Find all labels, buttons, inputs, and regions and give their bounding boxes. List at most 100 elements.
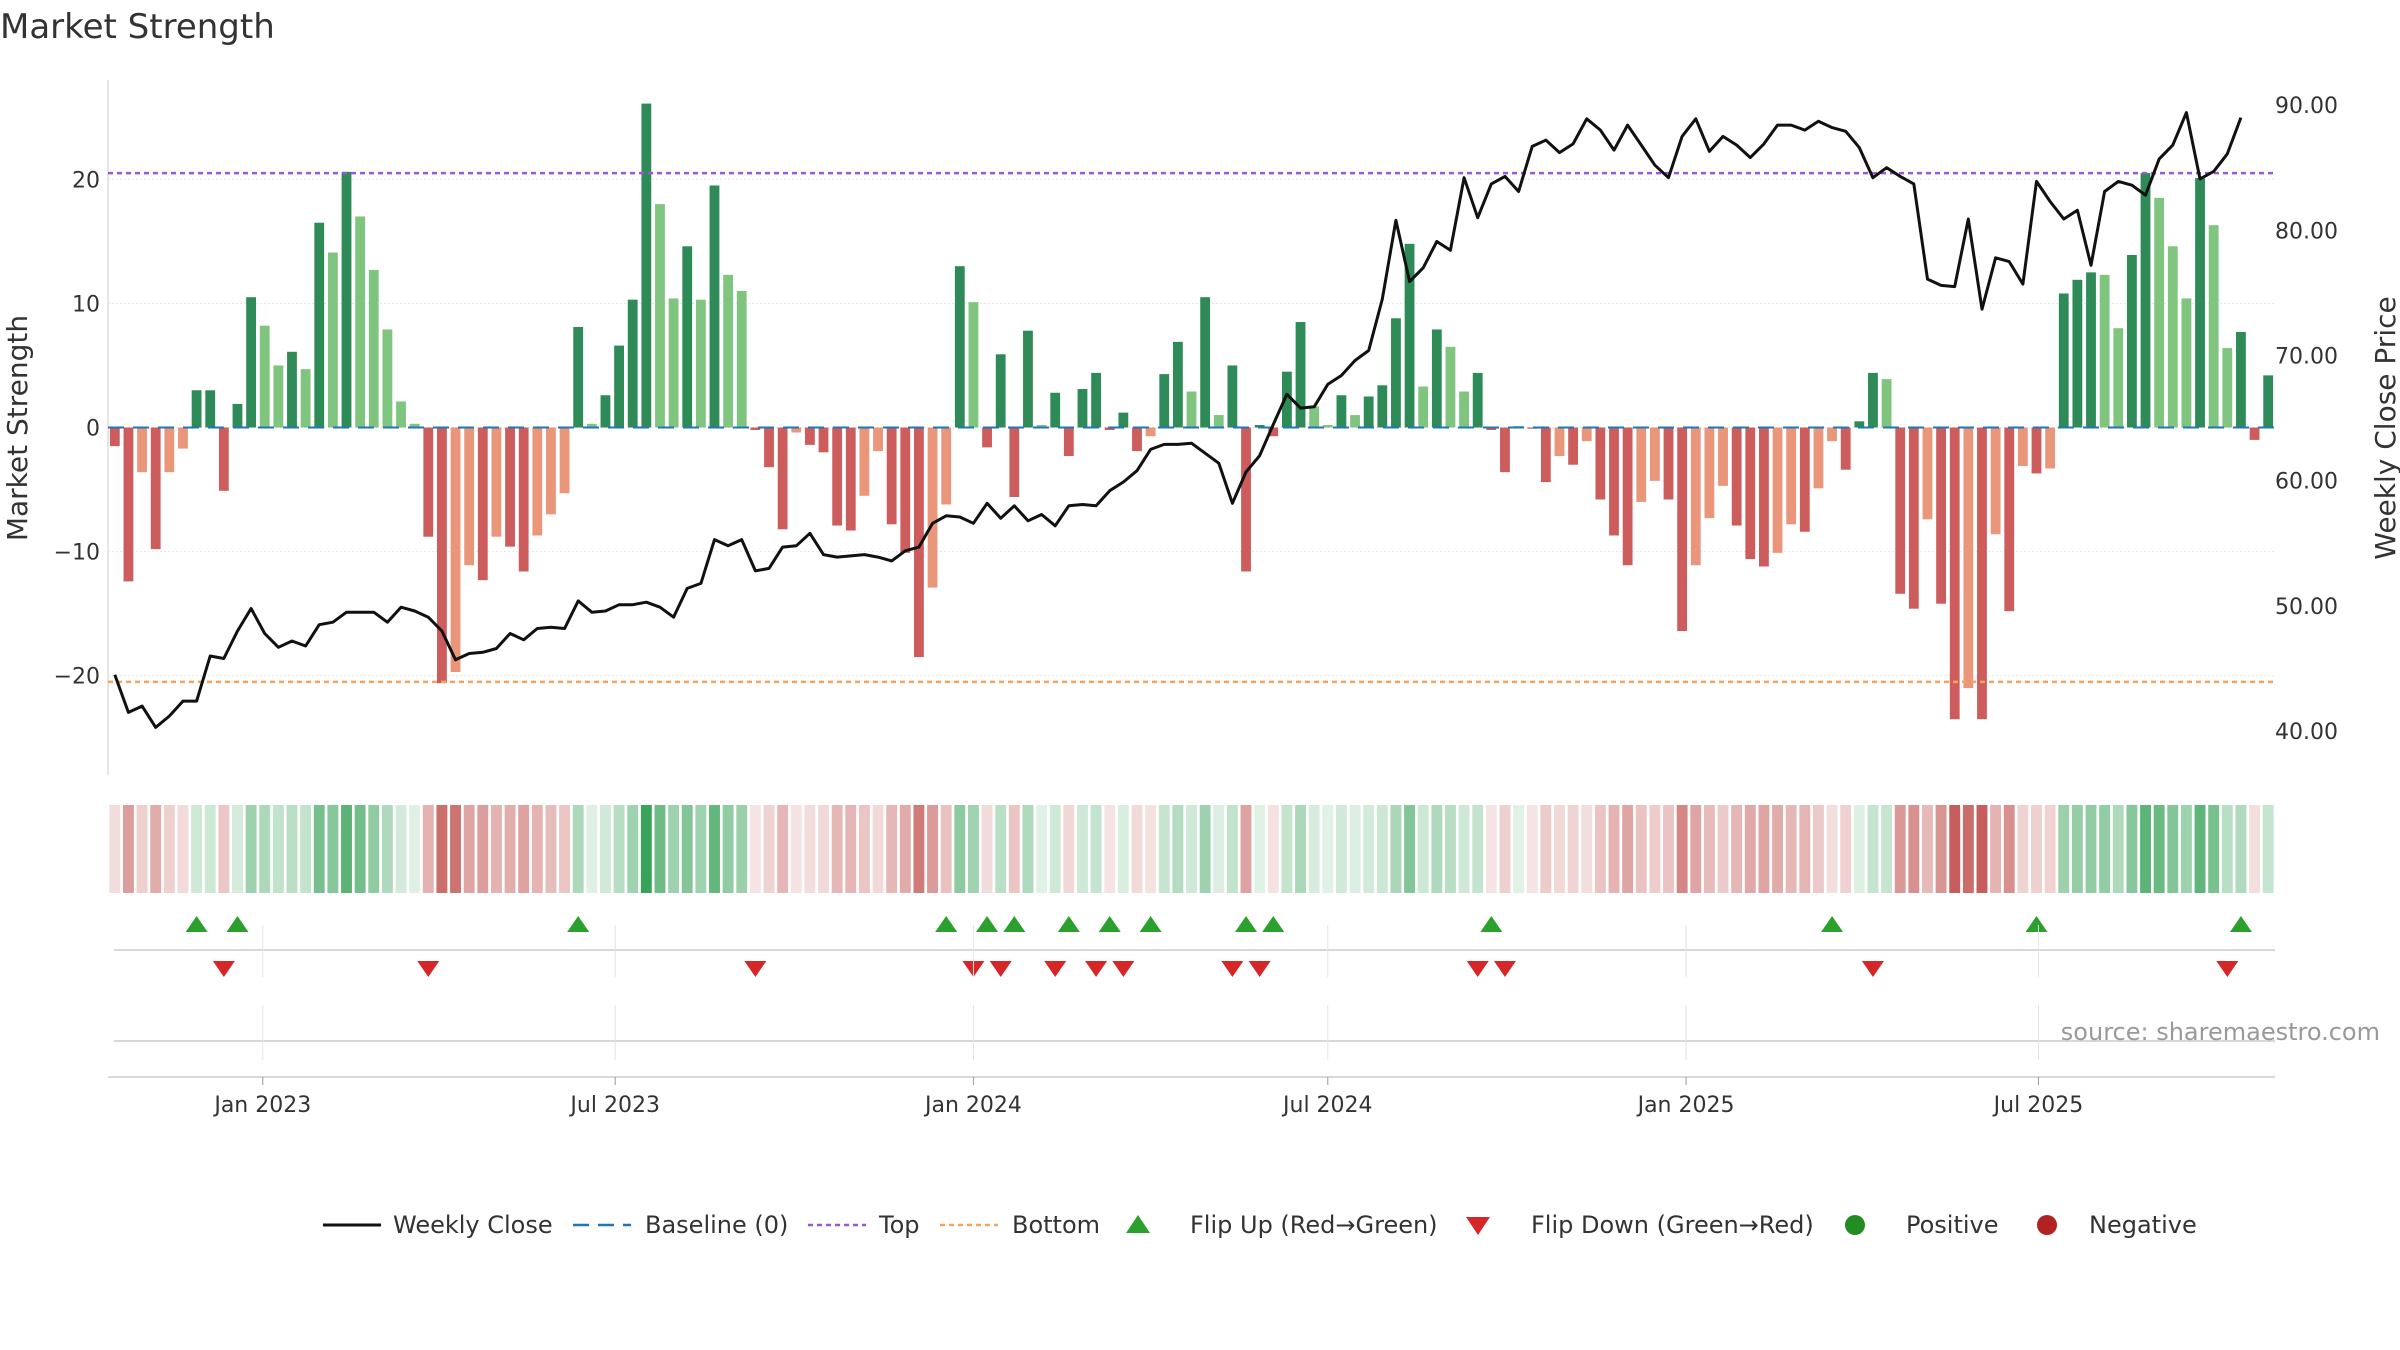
heat-cell [954, 805, 966, 893]
strength-bar [246, 297, 257, 428]
flip-up-marker [226, 916, 249, 932]
heat-cell [204, 805, 216, 893]
heat-cell [981, 805, 993, 893]
heat-cell [286, 805, 298, 893]
strength-bar [2154, 197, 2165, 428]
heat-cell [1213, 805, 1225, 893]
strength-bar [1404, 243, 1415, 428]
heat-cell [886, 805, 898, 893]
strength-bar [1050, 392, 1061, 428]
strength-bar [518, 427, 529, 572]
strength-bar [764, 427, 774, 468]
heat-cell [2194, 805, 2206, 893]
strength-bar [2126, 254, 2137, 428]
flip-down-marker [744, 961, 767, 977]
weekly-close-line [113, 111, 2243, 729]
strength-bar [205, 390, 216, 428]
y-tick-label: −10 [54, 541, 100, 566]
date-axis: Jan 2023 Jul 2023 Jan 2024 Jul 2024 Jan 2025… [108, 925, 2275, 1118]
strength-bar [327, 252, 338, 428]
heat-cell [1404, 805, 1416, 893]
x-tick-label: Jan 2024 [923, 1093, 1022, 1118]
strength-bar [1677, 427, 1688, 632]
strength-bar [2017, 427, 2028, 466]
strength-bar [2004, 427, 2015, 612]
heat-cell [1458, 805, 1470, 893]
strength-bar [995, 354, 1006, 428]
strength-bar [2208, 225, 2219, 428]
strength-bar [191, 390, 202, 428]
strength-bar [2099, 274, 2110, 428]
flip-up-marker [567, 916, 590, 932]
heat-cell [790, 805, 802, 893]
strength-bar [1132, 427, 1142, 452]
flip-down-marker [1861, 961, 1884, 977]
strength-bar [1745, 427, 1756, 560]
heat-cell [2167, 805, 2179, 893]
heat-cell [2221, 805, 2233, 893]
strength-bar [2222, 348, 2233, 428]
strength-bar [1077, 389, 1088, 428]
green-dot-icon [1845, 1215, 1865, 1235]
strength-bar [464, 427, 475, 566]
strength-bar [723, 274, 734, 428]
strength-bar [1486, 427, 1497, 430]
heat-cell [490, 805, 502, 893]
strength-bar [1309, 406, 1320, 428]
heat-cell [845, 805, 857, 893]
heat-cell [1935, 805, 1947, 893]
strength-bar [1363, 396, 1374, 428]
strength-bar [1690, 427, 1701, 566]
heat-cell [967, 805, 979, 893]
heat-cell [722, 805, 734, 893]
heat-cell [259, 805, 271, 893]
legend-label: Baseline (0) [645, 1211, 788, 1239]
legend-item: Flip Up (Red→Green) [1126, 1211, 1438, 1239]
strength-bar [614, 345, 624, 428]
heat-cell [1049, 805, 1061, 893]
heat-cell [940, 805, 952, 893]
heat-cell [613, 805, 625, 893]
strength-bar [1472, 372, 1483, 428]
main-plot-panel: 20 10 0 −10 −20 90.00 80.00 70.00 60.00 50.00 40.0… [1, 80, 2400, 775]
strength-bar [1568, 427, 1579, 465]
heat-cell [2249, 805, 2261, 893]
strength-bar [109, 427, 120, 447]
strength-bar [1772, 427, 1783, 553]
heat-cell [681, 805, 693, 893]
flip-up-marker [1262, 916, 1285, 932]
heat-cell [2140, 805, 2151, 893]
x-tick-label: Jul 2023 [568, 1093, 660, 1118]
strength-bar [845, 427, 856, 531]
strength-bar [1799, 427, 1810, 532]
heat-cell [2153, 805, 2165, 893]
heat-cell [1254, 805, 1266, 893]
strength-bar [1295, 322, 1306, 428]
heat-cell [1731, 805, 1743, 893]
heat-cell [545, 805, 557, 893]
legend-item: Baseline (0) [573, 1211, 788, 1239]
heat-cell [668, 805, 680, 893]
flip-down-marker [1248, 961, 1271, 977]
heat-cell [1104, 805, 1116, 893]
legend-label: Bottom [1012, 1211, 1100, 1239]
flip-up-marker [1003, 916, 1026, 932]
strength-bar [2072, 279, 2083, 428]
strength-bar [368, 269, 379, 428]
strength-bar [954, 266, 965, 428]
flip-up-marker [1821, 916, 1844, 932]
heat-cell [600, 805, 611, 893]
heat-cell [1881, 805, 1893, 893]
flip-down-marker [417, 961, 440, 977]
strength-heat-strip [109, 805, 2274, 893]
heat-cell [1908, 805, 1920, 893]
triangle-down-icon [1466, 1217, 1490, 1235]
heat-cell [1799, 805, 1811, 893]
strength-bar [1609, 427, 1619, 536]
heat-cell [1826, 805, 1838, 893]
strength-bar [1963, 427, 1974, 689]
strength-bar [655, 204, 665, 428]
strength-bar [1949, 427, 1960, 720]
strength-bar [437, 427, 447, 684]
